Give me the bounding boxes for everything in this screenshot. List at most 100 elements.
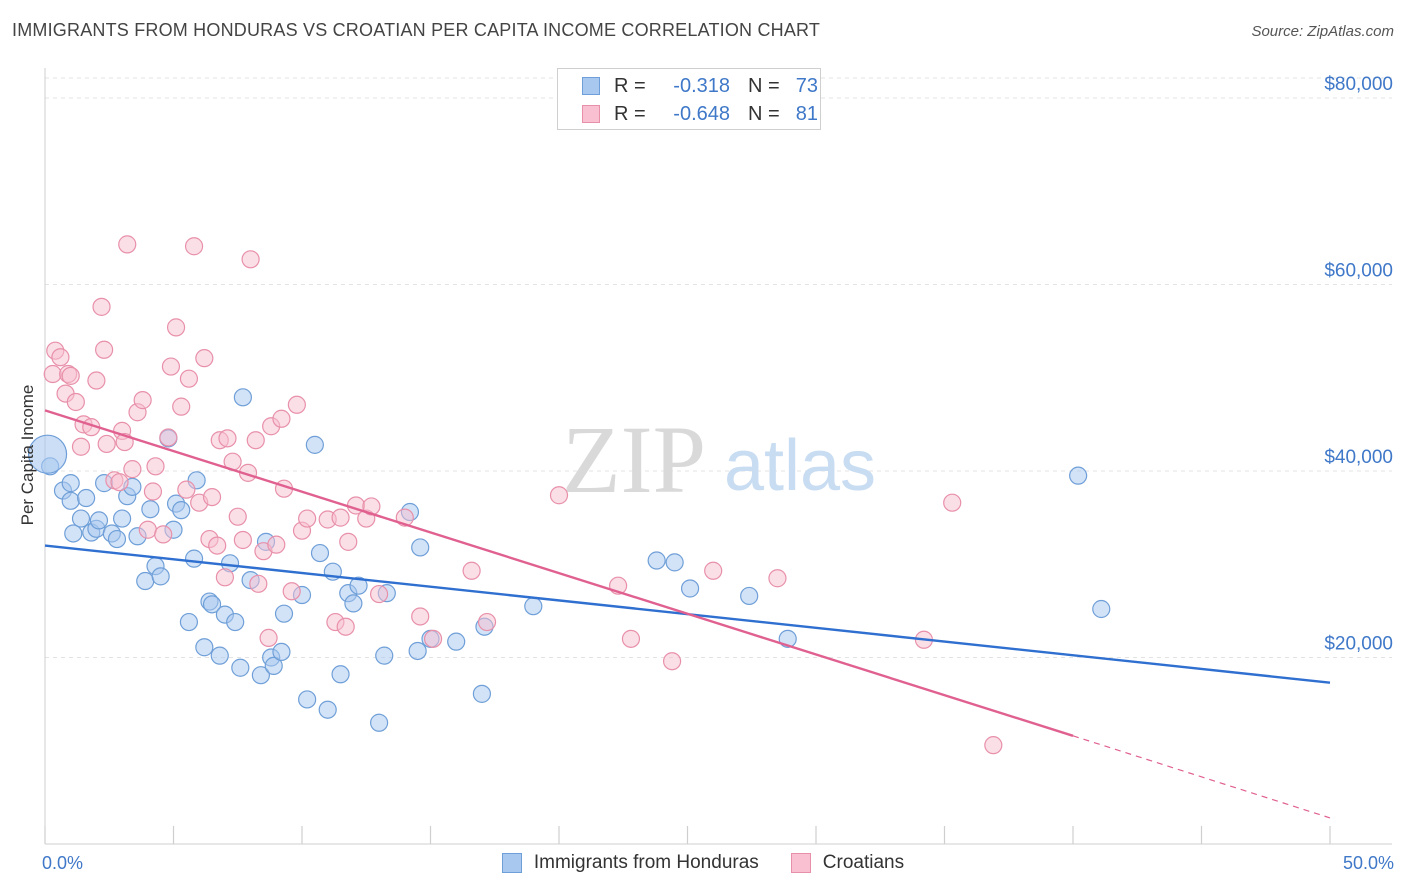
croatians-point — [233, 530, 252, 550]
honduras-point — [305, 435, 324, 454]
y-tick-label: $80,000 — [1324, 74, 1393, 95]
croatians-legend-swatch — [790, 853, 811, 873]
y-tick-label: $40,000 — [1324, 447, 1393, 468]
y-tick-label: $20,000 — [1324, 633, 1393, 654]
r-label: R = — [614, 102, 646, 125]
croatians-swatch — [582, 105, 600, 123]
croatians-point — [154, 525, 173, 544]
honduras-point — [408, 641, 427, 661]
croatians-point — [336, 617, 355, 636]
croatians-point — [331, 508, 350, 527]
croatians-point — [61, 366, 80, 385]
stats-legend-row-honduras: R = -0.318 N = 73 — [558, 72, 818, 100]
honduras-legend-swatch — [501, 853, 522, 873]
croatians-point — [97, 434, 116, 454]
croatians-point — [66, 392, 85, 412]
chart-title: IMMIGRANTS FROM HONDURAS VS CROATIAN PER… — [12, 20, 821, 40]
honduras-point — [298, 690, 317, 709]
honduras-point — [64, 524, 83, 543]
honduras-point — [172, 501, 191, 520]
legend-label: Croatians — [822, 852, 905, 873]
y-axis-label: Per Capita Income — [18, 384, 37, 526]
croatians-point — [984, 736, 1003, 755]
honduras-point — [210, 646, 229, 665]
croatians-point — [71, 437, 91, 456]
x-tick-min: 0.0% — [42, 853, 84, 873]
croatians-point — [662, 652, 682, 671]
r-value: -0.648 — [673, 102, 730, 125]
x-tick-max: 50.0% — [1342, 853, 1394, 873]
croatians-point — [411, 607, 430, 626]
stats-legend-row-croatians: R = -0.648 N = 81 — [558, 100, 818, 128]
croatians-point — [43, 364, 62, 384]
trend-lines — [44, 409, 1331, 819]
legend-item-honduras[interactable]: Immigrants from Honduras — [501, 852, 759, 874]
honduras-point — [112, 509, 132, 528]
y-tick-labels: $20,000 $40,000 $60,000 $80,000 — [1324, 74, 1393, 655]
croatians-point — [549, 486, 569, 505]
n-value: 81 — [795, 102, 818, 125]
croatians-point — [423, 629, 443, 648]
honduras-point — [179, 612, 199, 632]
honduras-point — [310, 543, 330, 563]
honduras-point — [524, 597, 543, 616]
croatians-point — [179, 369, 199, 388]
watermark: ZIP atlas — [562, 406, 876, 513]
croatians-point — [118, 235, 137, 254]
croatians-point — [172, 397, 191, 416]
honduras-point — [195, 638, 214, 657]
honduras-point — [107, 529, 127, 549]
n-label: N = — [748, 74, 780, 97]
honduras-point — [202, 595, 222, 614]
croatians-point — [259, 628, 278, 648]
croatians-point — [138, 520, 157, 539]
croatians-point — [704, 561, 723, 580]
honduras-point — [151, 567, 170, 586]
series-legend: Immigrants from Honduras Croatians — [0, 852, 1406, 874]
croatians-point — [95, 340, 114, 359]
croatians-point — [123, 460, 142, 479]
croatians-point — [241, 250, 260, 269]
croatians-point — [768, 569, 787, 588]
series-croatians-points — [43, 235, 1003, 755]
honduras-point — [665, 553, 684, 572]
croatians-point — [246, 431, 265, 450]
croatians-point — [272, 409, 291, 428]
croatians-point — [218, 429, 237, 448]
croatians-trend-line — [44, 409, 1074, 737]
legend-item-croatians[interactable]: Croatians — [790, 852, 905, 874]
croatians-point — [110, 473, 129, 492]
honduras-point — [27, 434, 68, 474]
croatians-point — [161, 357, 181, 376]
y-tick-label: $60,000 — [1324, 260, 1393, 281]
honduras-point — [318, 700, 337, 719]
honduras-point — [184, 549, 204, 568]
croatians-point — [166, 318, 186, 337]
honduras-point — [61, 491, 80, 510]
axes — [44, 68, 1392, 845]
croatians-point — [267, 535, 286, 554]
honduras-point — [233, 388, 252, 407]
croatians-trend-extrapolation — [1072, 735, 1331, 819]
honduras-point — [272, 642, 291, 661]
honduras-point — [331, 665, 350, 684]
honduras-point — [1069, 466, 1088, 485]
honduras-point — [251, 666, 270, 685]
source-label: Source: ZipAtlas.com — [1251, 23, 1394, 40]
croatians-point — [159, 428, 178, 447]
honduras-swatch — [582, 77, 600, 95]
croatians-point — [195, 349, 214, 368]
croatians-point — [477, 612, 497, 632]
honduras-point — [740, 586, 759, 606]
honduras-point — [77, 488, 96, 508]
croatians-point — [943, 493, 962, 512]
honduras-point — [647, 551, 666, 570]
honduras-point — [264, 656, 283, 675]
croatians-point — [92, 297, 111, 316]
watermark-atlas: atlas — [724, 426, 876, 506]
honduras-point — [349, 576, 368, 595]
croatians-point — [249, 574, 268, 593]
croatians-point — [228, 507, 247, 526]
croatians-point — [143, 482, 163, 501]
